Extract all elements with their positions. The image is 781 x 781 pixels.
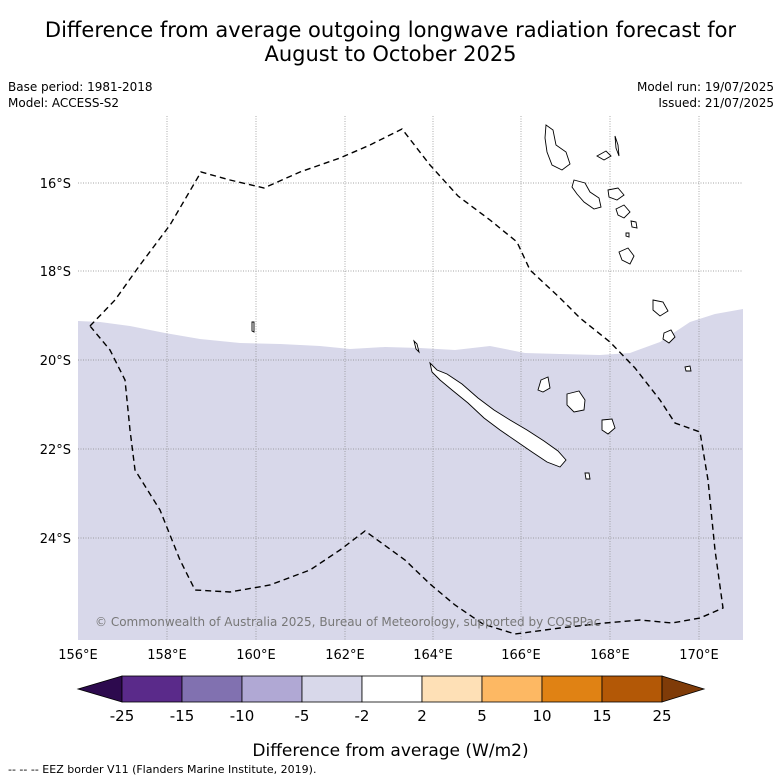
colorbar-segment	[241, 675, 303, 703]
gridlines	[78, 116, 743, 640]
colorbar	[76, 675, 706, 703]
copyright-text: © Commonwealth of Australia 2025, Bureau…	[95, 615, 600, 629]
colorbar-tick: -15	[170, 707, 195, 725]
new-caledonia-islands	[251, 321, 616, 480]
anomaly-fill-region	[78, 309, 743, 640]
colorbar-tick: -5	[295, 707, 310, 725]
title-line-1: Difference from average outgoing longwav…	[44, 18, 737, 42]
eez-border	[89, 128, 724, 635]
chart-title: Difference from average outgoing longwav…	[0, 18, 781, 66]
eez-footnote: -- -- -- EEZ border V11 (Flanders Marine…	[8, 763, 317, 776]
lat-label: 18°S	[40, 265, 71, 280]
lon-label: 164°E	[413, 648, 453, 663]
title-line-2: August to October 2025	[264, 42, 517, 66]
lon-label: 170°E	[679, 648, 719, 663]
colorbar-tick: -2	[355, 707, 370, 725]
issued-date: Issued: 21/07/2025	[658, 96, 774, 110]
colorbar-segment	[301, 675, 363, 703]
colorbar-tick: 2	[417, 707, 427, 725]
colorbar-high-extend	[661, 675, 706, 703]
lon-label: 158°E	[147, 648, 187, 663]
colorbar-tick: -25	[110, 707, 135, 725]
lon-label: 160°E	[236, 648, 276, 663]
model-run: Model run: 19/07/2025	[636, 80, 774, 94]
colorbar-segment	[541, 675, 603, 703]
colorbar-segment	[361, 675, 423, 703]
colorbar-tick: 15	[592, 707, 611, 725]
colorbar-segment	[121, 675, 183, 703]
colorbar-tick: 25	[652, 707, 671, 725]
colorbar-tick: 5	[477, 707, 487, 725]
colorbar-label: Difference from average (W/m2)	[252, 741, 529, 761]
meta-left: Base period: 1981-2018 Model: ACCESS-S2	[8, 79, 153, 111]
colorbar-low-extend	[76, 675, 123, 703]
colorbar-segment	[421, 675, 483, 703]
colorbar-tick: 10	[532, 707, 551, 725]
colorbar-tick: -10	[230, 707, 255, 725]
vanuatu-islands	[544, 124, 692, 372]
lon-label: 168°E	[590, 648, 630, 663]
lon-label: 162°E	[325, 648, 365, 663]
model-name: Model: ACCESS-S2	[8, 96, 120, 110]
colorbar-segment	[601, 675, 663, 703]
colorbar-segment	[481, 675, 543, 703]
lat-label: 16°S	[40, 177, 71, 192]
meta-right: Model run: 19/07/2025 Issued: 21/07/2025	[637, 79, 774, 111]
colorbar-segment	[181, 675, 243, 703]
lon-label: 156°E	[58, 648, 98, 663]
lat-label: 24°S	[40, 532, 71, 547]
base-period: Base period: 1981-2018	[8, 80, 153, 94]
lat-label: 22°S	[40, 443, 71, 458]
lon-label: 166°E	[501, 648, 541, 663]
lat-label: 20°S	[40, 354, 71, 369]
